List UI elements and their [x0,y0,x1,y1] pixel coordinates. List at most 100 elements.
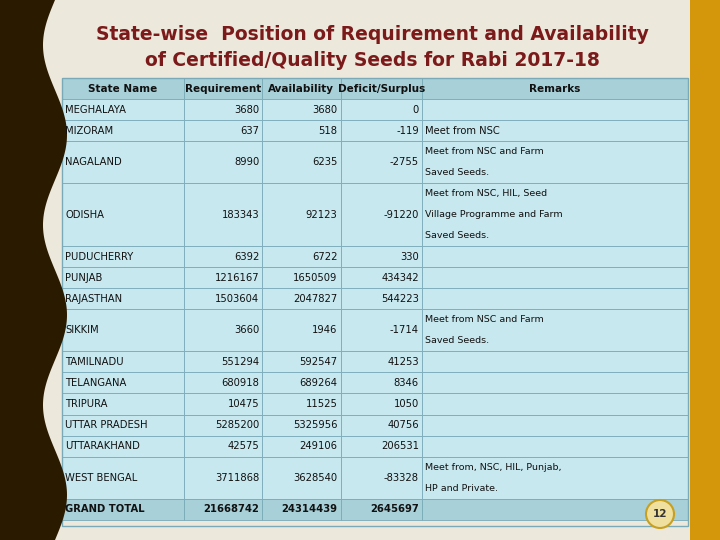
Text: 183343: 183343 [222,210,259,220]
Bar [62,183,184,246]
Bar [262,183,341,246]
Bar [341,141,422,183]
Text: 680918: 680918 [222,378,259,388]
Text: 24314439: 24314439 [282,504,338,514]
Bar [341,309,422,352]
Bar [422,352,688,373]
Bar [62,78,688,526]
Text: SIKKIM: SIKKIM [65,326,99,335]
Bar [341,436,422,457]
Text: 1650509: 1650509 [293,273,338,283]
Bar [341,288,422,309]
Bar [184,436,262,457]
Text: Availability: Availability [269,84,335,93]
Text: Meet from NSC and Farm: Meet from NSC and Farm [425,147,544,156]
Bar [184,352,262,373]
Text: 8990: 8990 [234,157,259,167]
Text: 6722: 6722 [312,252,338,262]
Text: 518: 518 [318,126,338,136]
Text: ODISHA: ODISHA [65,210,104,220]
Text: 2645697: 2645697 [370,504,419,514]
Text: 544223: 544223 [381,294,419,304]
Text: 92123: 92123 [306,210,338,220]
Bar [690,0,720,540]
Bar [62,120,184,141]
Text: MIZORAM: MIZORAM [65,126,113,136]
Text: Village Programme and Farm: Village Programme and Farm [425,210,562,219]
Text: 3680: 3680 [234,105,259,114]
Bar [262,78,341,99]
Text: 10475: 10475 [228,399,259,409]
Text: 5285200: 5285200 [215,420,259,430]
Text: 6235: 6235 [312,157,338,167]
Bar [62,99,184,120]
Text: Saved Seeds.: Saved Seeds. [425,168,489,177]
Bar [262,288,341,309]
Text: 21668742: 21668742 [204,504,259,514]
Text: Meet from NSC: Meet from NSC [425,126,500,136]
Text: 1050: 1050 [394,399,419,409]
Text: -2755: -2755 [390,157,419,167]
Text: TRIPURA: TRIPURA [65,399,107,409]
Text: NAGALAND: NAGALAND [65,157,122,167]
Bar [422,183,688,246]
Polygon shape [0,0,67,540]
Circle shape [646,500,674,528]
Bar [262,120,341,141]
Bar [262,141,341,183]
Bar [262,415,341,436]
Text: GRAND TOTAL: GRAND TOTAL [65,504,145,514]
Text: RAJASTHAN: RAJASTHAN [65,294,122,304]
Text: 3680: 3680 [312,105,338,114]
Bar [422,394,688,415]
Text: 42575: 42575 [228,441,259,451]
Bar [262,373,341,394]
Bar [184,457,262,498]
Bar [262,246,341,267]
Text: 6392: 6392 [234,252,259,262]
Bar [341,394,422,415]
Bar [184,288,262,309]
Bar [184,394,262,415]
Bar [422,457,688,498]
Text: Deficit/Surplus: Deficit/Surplus [338,84,425,93]
Bar [62,436,184,457]
Text: 8346: 8346 [394,378,419,388]
Bar [184,120,262,141]
Text: 3660: 3660 [234,326,259,335]
Bar [184,373,262,394]
Text: -83328: -83328 [384,472,419,483]
Text: Meet from NSC and Farm: Meet from NSC and Farm [425,315,544,325]
Bar [341,99,422,120]
Bar [422,373,688,394]
Bar [62,457,184,498]
Text: Saved Seeds.: Saved Seeds. [425,336,489,346]
Text: 1503604: 1503604 [215,294,259,304]
Bar [341,498,422,519]
Text: 689264: 689264 [300,378,338,388]
Bar [262,309,341,352]
Bar [62,498,184,519]
Text: Meet from NSC, HIL, Seed: Meet from NSC, HIL, Seed [425,189,547,198]
Bar [341,457,422,498]
Text: UTTAR PRADESH: UTTAR PRADESH [65,420,148,430]
Bar [62,373,184,394]
Text: 0: 0 [413,105,419,114]
Text: PUDUCHERRY: PUDUCHERRY [65,252,133,262]
Bar [422,99,688,120]
Text: HP and Private.: HP and Private. [425,484,498,492]
Bar [262,352,341,373]
Bar [184,309,262,352]
Text: of Certified/Quality Seeds for Rabi 2017-18: of Certified/Quality Seeds for Rabi 2017… [145,51,600,70]
Text: MEGHALAYA: MEGHALAYA [65,105,126,114]
Text: TELANGANA: TELANGANA [65,378,127,388]
Text: 41253: 41253 [387,357,419,367]
Bar [262,436,341,457]
Bar [62,78,184,99]
Bar [262,99,341,120]
Bar [341,415,422,436]
Bar [184,415,262,436]
Text: -119: -119 [396,126,419,136]
Bar [341,352,422,373]
Text: 592547: 592547 [300,357,338,367]
